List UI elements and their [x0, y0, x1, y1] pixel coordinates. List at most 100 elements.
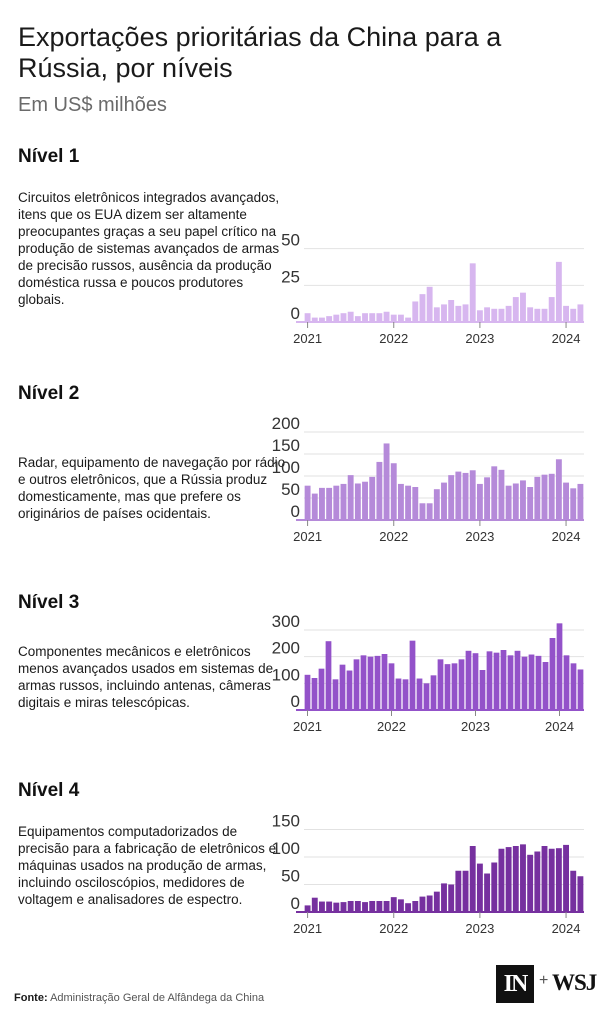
y-tick-label: 0 [291, 304, 300, 323]
bar [441, 304, 447, 322]
bar [390, 314, 397, 322]
bar [409, 640, 416, 710]
bar [437, 659, 444, 710]
bar [527, 487, 534, 520]
bar [476, 310, 483, 322]
bar [528, 654, 535, 710]
bar [493, 652, 500, 710]
bar [433, 489, 440, 520]
bar [527, 307, 534, 322]
x-tick-label: 2021 [293, 529, 322, 544]
level-2-title: Nível 2 [18, 383, 80, 404]
bar [441, 482, 447, 520]
bar [521, 656, 528, 710]
bar [369, 476, 376, 520]
bar [563, 655, 570, 710]
bar [419, 503, 426, 520]
bar [512, 297, 519, 322]
bar [455, 471, 462, 520]
bar [455, 305, 462, 322]
bar [441, 883, 447, 912]
bar [419, 294, 426, 322]
bar [527, 854, 534, 912]
bar [346, 670, 353, 710]
y-tick-label: 300 [272, 612, 300, 631]
y-tick-label: 0 [291, 894, 300, 913]
bar [319, 901, 325, 912]
bar [505, 305, 512, 322]
level-1-chart: 0 25 50 2021 2022 2023 2024 [281, 231, 584, 346]
y-tick-label: 0 [291, 502, 300, 521]
bar [367, 656, 374, 710]
bar [520, 844, 526, 912]
bar [548, 848, 555, 912]
bar [563, 482, 569, 520]
bar [419, 896, 426, 912]
bar [362, 902, 368, 912]
bar [332, 679, 339, 710]
level-1-description: Circuitos eletrônicos integrados avançad… [18, 190, 280, 307]
y-tick-label: 200 [272, 414, 300, 433]
bar [381, 654, 388, 710]
bar [340, 483, 347, 520]
bar [548, 297, 555, 322]
bar [354, 483, 361, 520]
bar [577, 876, 584, 912]
bar [376, 313, 383, 322]
level-2-description: Radar, equipamento de navegação por rádi… [18, 455, 286, 521]
bar [311, 493, 318, 520]
chart-subtitle: Em US$ milhões [18, 94, 167, 116]
chart-title: Exportações prioritárias da China para a… [18, 22, 502, 83]
bar [405, 485, 412, 520]
bar [534, 308, 541, 322]
bar [395, 678, 402, 710]
bar [412, 487, 419, 520]
bar [476, 483, 483, 520]
bar [484, 873, 491, 912]
bar [555, 848, 562, 912]
bar [491, 308, 498, 322]
y-tick-label: 100 [272, 665, 300, 684]
bar [423, 683, 430, 710]
bar [426, 895, 433, 912]
bar [514, 650, 521, 710]
bar [577, 483, 584, 520]
bar [563, 305, 569, 322]
bar [369, 313, 376, 322]
bar [405, 903, 412, 912]
bar [433, 307, 440, 322]
bar [402, 679, 409, 710]
bar [541, 308, 548, 322]
bar [563, 844, 569, 912]
y-tick-label: 150 [272, 812, 300, 831]
bar [448, 884, 455, 912]
bar [534, 851, 541, 912]
level-1-title: Nível 1 [18, 146, 80, 167]
wsj-logo: WSJ [552, 970, 597, 995]
bar [353, 659, 360, 710]
bar [376, 461, 383, 520]
level-3-title: Nível 3 [18, 592, 80, 613]
bar [462, 472, 469, 520]
bar [535, 655, 542, 710]
bar [333, 485, 340, 520]
level-4-title: Nível 4 [18, 780, 80, 801]
bar [549, 638, 556, 710]
bar [486, 651, 493, 710]
y-tick-label: 50 [281, 480, 300, 499]
bar [500, 650, 507, 710]
bar [541, 474, 548, 520]
bar [374, 655, 381, 710]
bar [383, 901, 390, 912]
bar [426, 503, 433, 520]
bar [318, 668, 325, 710]
y-tick-label: 200 [272, 639, 300, 658]
level-4-description: Equipamentos computadorizados de precisã… [18, 824, 277, 907]
bar [319, 317, 325, 322]
source-value: Administração Geral de Alfândega da Chin… [50, 992, 265, 1004]
bar [347, 311, 354, 322]
bar [505, 485, 512, 520]
bar [339, 664, 346, 710]
bar [397, 314, 404, 322]
bar [362, 313, 368, 322]
